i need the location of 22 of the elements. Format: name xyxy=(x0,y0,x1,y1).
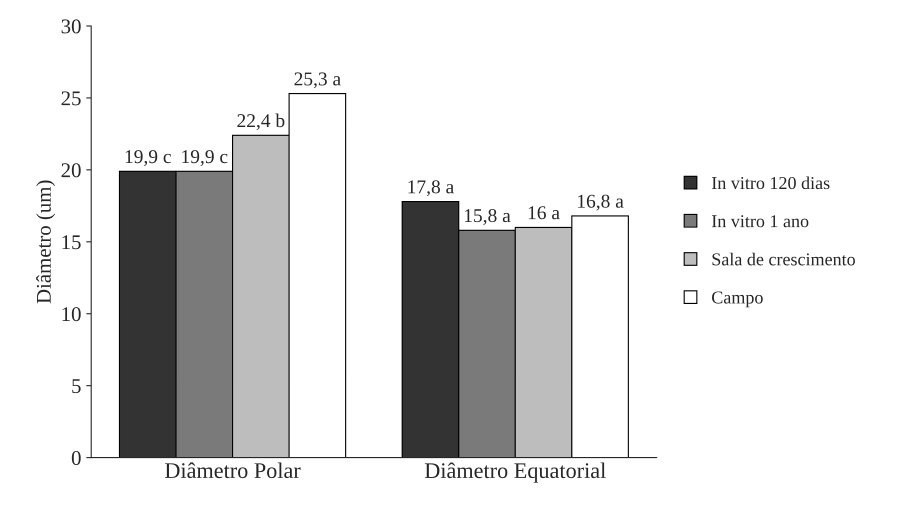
x-tick-label: Diâmetro Polar xyxy=(165,462,301,478)
legend-label: In vitro 120 dias xyxy=(712,176,830,190)
y-tick-label: 30 xyxy=(62,19,81,34)
y-tick-label: 5 xyxy=(72,379,81,394)
y-tick-label: 15 xyxy=(62,235,81,250)
y-tick-label: 20 xyxy=(62,163,81,178)
data-label: 19,9 c xyxy=(182,150,228,166)
legend-label: Sala de crescimento xyxy=(712,252,855,266)
legend-label: In vitro 1 ano xyxy=(712,215,808,228)
y-tick-label: 10 xyxy=(62,307,81,322)
data-label: 15,8 a xyxy=(464,209,510,225)
data-label: 17,8 a xyxy=(408,180,454,196)
legend-label: Campo xyxy=(712,291,763,308)
data-label: 22,4 b xyxy=(237,114,284,130)
data-label: 16 a xyxy=(528,206,560,220)
data-label: 19,9 c xyxy=(126,150,171,166)
y-axis-title: Diâmetro (um) xyxy=(36,180,56,304)
data-label: 16,8 a xyxy=(578,194,624,211)
x-tick-label: Diâmetro Equatorial xyxy=(424,462,606,483)
data-label: 25,3 a xyxy=(294,72,341,88)
y-tick-label: 25 xyxy=(62,91,81,106)
y-tick-label: 0 xyxy=(72,450,81,466)
